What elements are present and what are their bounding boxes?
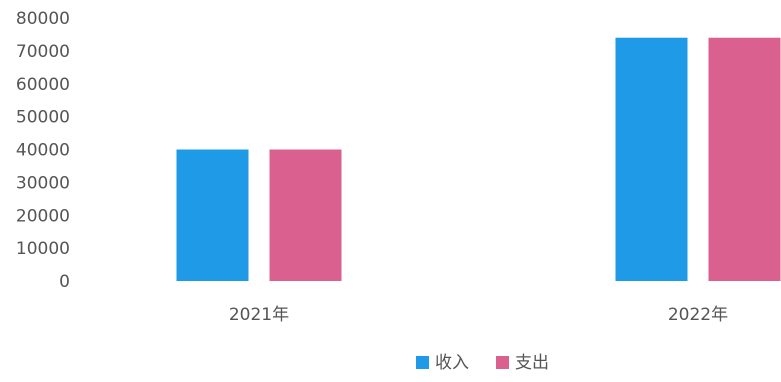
- y-axis: 0 10000 20000 30000 40000 50000 60000 70000 8000…: [16, 9, 70, 292]
- bar-expense: [269, 149, 342, 281]
- legend-label: 支出: [515, 353, 549, 373]
- legend: 收入 支出: [416, 353, 549, 373]
- bars: [176, 37, 781, 281]
- legend-label: 收入: [435, 353, 469, 373]
- y-tick-label: 80000: [16, 9, 70, 29]
- y-tick-label: 70000: [16, 42, 70, 62]
- y-tick-label: 50000: [16, 108, 70, 128]
- y-tick-label: 60000: [16, 75, 70, 95]
- bar-income: [615, 37, 688, 281]
- bar-income: [176, 149, 249, 281]
- y-tick-label: 0: [59, 272, 70, 292]
- y-tick-label: 10000: [16, 239, 70, 259]
- legend-swatch: [496, 356, 509, 369]
- y-tick-label: 40000: [16, 141, 70, 161]
- x-category-label: 2022年: [668, 305, 728, 325]
- x-category-label: 2021年: [229, 305, 289, 325]
- bar-expense: [708, 37, 781, 281]
- x-axis: 2021年 2022年: [229, 305, 728, 325]
- y-tick-label: 30000: [16, 173, 70, 193]
- legend-swatch: [416, 356, 429, 369]
- y-tick-label: 20000: [16, 206, 70, 226]
